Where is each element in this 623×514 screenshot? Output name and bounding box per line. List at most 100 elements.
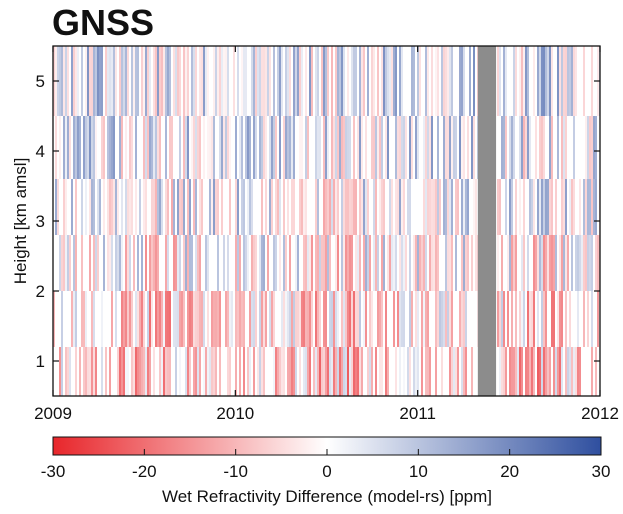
- heatmap-cell: [347, 291, 349, 347]
- heatmap-cell: [435, 46, 437, 116]
- heatmap-cell: [337, 347, 339, 396]
- heatmap-cell: [357, 347, 359, 396]
- heatmap-cell: [419, 46, 421, 116]
- heatmap-cell: [525, 46, 527, 116]
- heatmap-cell: [153, 179, 155, 235]
- heatmap-cell: [451, 179, 453, 235]
- heatmap-cell: [459, 116, 461, 179]
- heatmap-cell: [563, 46, 565, 116]
- heatmap-cell: [151, 235, 153, 291]
- heatmap-cell: [93, 116, 95, 179]
- heatmap-cell: [461, 235, 463, 291]
- heatmap-cell: [527, 291, 529, 347]
- heatmap-cell: [155, 116, 157, 179]
- heatmap-cell: [293, 46, 295, 116]
- heatmap-cell: [559, 46, 561, 116]
- heatmap-cell: [155, 46, 157, 116]
- heatmap-cell: [325, 347, 327, 396]
- heatmap-cell: [355, 46, 357, 116]
- heatmap-cell: [219, 347, 221, 396]
- heatmap-cell: [371, 347, 373, 396]
- heatmap-cell: [139, 179, 141, 235]
- heatmap-cell: [523, 179, 525, 235]
- heatmap-cell: [519, 179, 521, 235]
- heatmap-cell: [315, 116, 317, 179]
- colorbar-tick-label: -30: [41, 462, 66, 481]
- heatmap-cell: [279, 46, 281, 116]
- heatmap-cell: [135, 116, 137, 179]
- heatmap-cell: [293, 347, 295, 396]
- heatmap-cell: [81, 46, 83, 116]
- heatmap-cell: [409, 347, 411, 396]
- heatmap-cell: [67, 46, 69, 116]
- heatmap-cell: [225, 291, 227, 347]
- heatmap-cell: [527, 235, 529, 291]
- heatmap-cell: [449, 179, 451, 235]
- heatmap-cell: [175, 347, 177, 396]
- heatmap-cell: [365, 179, 367, 235]
- heatmap-cell: [299, 179, 301, 235]
- heatmap-cell: [505, 347, 507, 396]
- heatmap-cell: [521, 46, 523, 116]
- heatmap-cell: [569, 291, 571, 347]
- heatmap-cell: [269, 291, 271, 347]
- heatmap-cell: [253, 347, 255, 396]
- heatmap-cell: [503, 46, 505, 116]
- heatmap-cell: [439, 179, 441, 235]
- heatmap-cell: [179, 235, 181, 291]
- heatmap-cell: [183, 291, 185, 347]
- heatmap-cell: [181, 291, 183, 347]
- heatmap-cell: [305, 46, 307, 116]
- heatmap-cell: [137, 235, 139, 291]
- heatmap-cell: [527, 116, 529, 179]
- heatmap-cell: [149, 116, 151, 179]
- heatmap-cell: [283, 291, 285, 347]
- heatmap-cell: [385, 46, 387, 116]
- heatmap-cell: [531, 347, 533, 396]
- heatmap-cell: [337, 235, 339, 291]
- heatmap-cell: [505, 179, 507, 235]
- heatmap-cell: [563, 116, 565, 179]
- heatmap-cell: [569, 347, 571, 396]
- heatmap-cell: [411, 46, 413, 116]
- heatmap-cell: [107, 179, 109, 235]
- heatmap-cell: [557, 116, 559, 179]
- heatmap-cell: [369, 347, 371, 396]
- heatmap-cell: [227, 235, 229, 291]
- heatmap-cell: [445, 116, 447, 179]
- colorbar-label: Wet Refractivity Difference (model-rs) […: [162, 487, 492, 506]
- heatmap-cell: [519, 46, 521, 116]
- heatmap-cell: [281, 46, 283, 116]
- y-tick-label: 3: [36, 212, 45, 231]
- heatmap-cell: [193, 46, 195, 116]
- heatmap-cell: [591, 347, 593, 396]
- heatmap-cell: [289, 116, 291, 179]
- heatmap-cell: [175, 235, 177, 291]
- x-tick-label: 2010: [216, 404, 254, 423]
- heatmap-cell: [523, 291, 525, 347]
- heatmap-cell: [467, 235, 469, 291]
- heatmap-cell: [241, 116, 243, 179]
- heatmap-cell: [265, 291, 267, 347]
- heatmap-cell: [335, 235, 337, 291]
- heatmap-cell: [557, 347, 559, 396]
- heatmap-cell: [153, 116, 155, 179]
- heatmap-cell: [401, 235, 403, 291]
- heatmap-cell: [347, 235, 349, 291]
- heatmap-cell: [563, 179, 565, 235]
- heatmap-cell: [85, 179, 87, 235]
- heatmap-cell: [291, 179, 293, 235]
- heatmap-cell: [455, 235, 457, 291]
- heatmap-cell: [441, 291, 443, 347]
- heatmap-cell: [295, 291, 297, 347]
- heatmap-cell: [59, 235, 61, 291]
- heatmap-cell: [59, 116, 61, 179]
- heatmap-cell: [277, 347, 279, 396]
- heatmap-cell: [83, 347, 85, 396]
- heatmap-cell: [565, 116, 567, 179]
- heatmap-cell: [241, 46, 243, 116]
- heatmap-cell: [91, 179, 93, 235]
- heatmap-cell: [381, 116, 383, 179]
- heatmap-cell: [275, 179, 277, 235]
- heatmap-cell: [345, 291, 347, 347]
